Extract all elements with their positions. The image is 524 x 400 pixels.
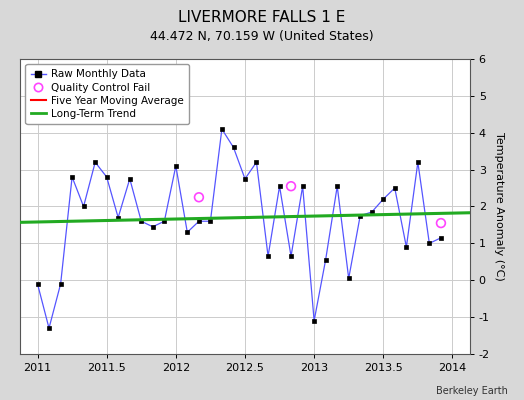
Raw Monthly Data (253, 160, 259, 165)
Raw Monthly Data (161, 219, 168, 224)
Raw Monthly Data (288, 254, 294, 259)
Raw Monthly Data (35, 282, 41, 286)
Raw Monthly Data (380, 197, 386, 202)
Raw Monthly Data (127, 176, 133, 181)
Legend: Raw Monthly Data, Quality Control Fail, Five Year Moving Average, Long-Term Tren: Raw Monthly Data, Quality Control Fail, … (26, 64, 190, 124)
Raw Monthly Data (69, 174, 75, 179)
Raw Monthly Data (149, 224, 156, 229)
Raw Monthly Data (322, 258, 329, 262)
Y-axis label: Temperature Anomaly (°C): Temperature Anomaly (°C) (494, 132, 504, 281)
Raw Monthly Data (58, 282, 64, 286)
Raw Monthly Data (173, 164, 179, 168)
Raw Monthly Data (414, 160, 421, 165)
Text: 44.472 N, 70.159 W (United States): 44.472 N, 70.159 W (United States) (150, 30, 374, 43)
Raw Monthly Data (300, 184, 306, 189)
Raw Monthly Data (311, 318, 317, 323)
Raw Monthly Data (219, 127, 225, 132)
Raw Monthly Data (369, 210, 375, 214)
Raw Monthly Data (92, 160, 99, 165)
Raw Monthly Data (231, 145, 237, 150)
Line: Raw Monthly Data: Raw Monthly Data (36, 127, 443, 330)
Raw Monthly Data (391, 186, 398, 190)
Quality Control Fail (195, 194, 203, 200)
Raw Monthly Data (403, 245, 410, 250)
Raw Monthly Data (81, 204, 87, 209)
Text: LIVERMORE FALLS 1 E: LIVERMORE FALLS 1 E (178, 10, 346, 25)
Raw Monthly Data (115, 215, 121, 220)
Raw Monthly Data (277, 184, 283, 189)
Raw Monthly Data (345, 276, 352, 281)
Raw Monthly Data (184, 230, 190, 235)
Text: Berkeley Earth: Berkeley Earth (436, 386, 508, 396)
Raw Monthly Data (357, 213, 363, 218)
Raw Monthly Data (104, 174, 110, 179)
Raw Monthly Data (208, 219, 214, 224)
Raw Monthly Data (196, 219, 202, 224)
Raw Monthly Data (438, 236, 444, 240)
Raw Monthly Data (242, 176, 248, 181)
Quality Control Fail (287, 183, 295, 190)
Quality Control Fail (437, 220, 445, 226)
Raw Monthly Data (265, 254, 271, 259)
Raw Monthly Data (334, 184, 341, 189)
Raw Monthly Data (46, 326, 52, 330)
Raw Monthly Data (138, 219, 145, 224)
Raw Monthly Data (426, 241, 432, 246)
